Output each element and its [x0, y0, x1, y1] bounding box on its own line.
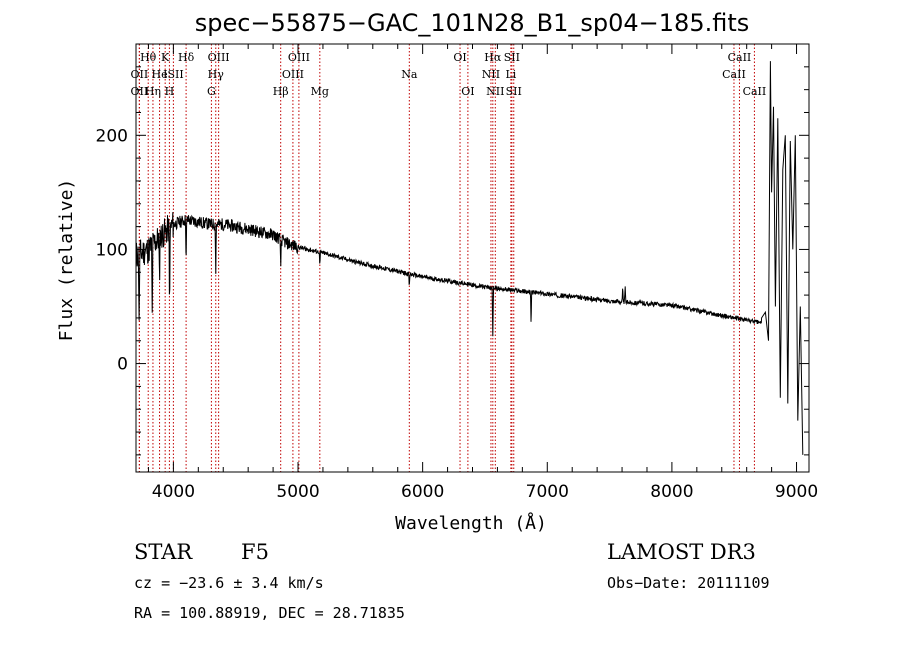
plot-frame: [135, 43, 810, 473]
radial-velocity: cz = −23.6 ± 3.4 km/s: [134, 574, 324, 592]
line-label-1: OII: [131, 68, 149, 81]
line-label-26: CaII: [722, 68, 746, 81]
line-label-11: G: [207, 85, 216, 98]
line-label-22: SII: [504, 51, 520, 64]
line-label-12: Hβ: [273, 85, 289, 98]
x-tick-label: 8000: [650, 482, 693, 502]
line-label-0: Hθ: [140, 51, 157, 64]
x-tick-label: 6000: [401, 482, 444, 502]
line-label-10: Hγ: [208, 68, 225, 81]
x-tick-label: 9000: [775, 482, 818, 502]
x-tick-label: 7000: [526, 482, 569, 502]
line-label-5: K: [161, 51, 170, 64]
spectrum-flux-line: [135, 61, 804, 455]
line-label-3: Hη: [145, 85, 161, 98]
x-axis-label: Wavelength (Å): [395, 512, 547, 534]
spectral-subclass: F5: [241, 540, 269, 564]
line-label-15: Mg: [311, 85, 329, 98]
line-label-6: H: [165, 85, 175, 98]
line-label-27: CaII: [743, 85, 767, 98]
line-label-9: OIII: [208, 51, 230, 64]
line-label-24: SII: [506, 85, 522, 98]
line-label-18: OI: [461, 85, 474, 98]
line-label-23: Li: [505, 68, 516, 81]
x-tick-label: 5000: [276, 482, 319, 502]
tick-labels: 4000 5000 6000 7000 8000 9000 0 100 200: [96, 126, 819, 502]
line-label-14: OIII: [282, 68, 304, 81]
observation-date: Obs−Date: 20111109: [607, 574, 770, 592]
y-tick-label: 200: [96, 126, 128, 146]
sky-coordinates: RA = 100.88919, DEC = 28.71835: [134, 604, 405, 622]
line-label-16: Na: [401, 68, 418, 81]
line-label-19: Hα: [484, 51, 502, 64]
line-label-8: Hδ: [178, 51, 195, 64]
line-label-13: OIII: [288, 51, 310, 64]
spectral-line-markers: [138, 44, 755, 472]
line-label-25: CaII: [728, 51, 752, 64]
line-label-17: OI: [453, 51, 466, 64]
line-label-4: He: [152, 68, 168, 81]
object-type: STAR: [134, 540, 193, 564]
line-label-20: NII: [482, 68, 500, 81]
spectrum-trace: [135, 61, 804, 455]
y-axis-label: Flux (relative): [56, 179, 77, 342]
survey-release: LAMOST DR3: [607, 540, 756, 564]
y-tick-label: 0: [117, 355, 128, 375]
x-tick-label: 4000: [152, 482, 195, 502]
axis-ticks: [136, 43, 809, 472]
line-label-2: OII: [131, 85, 149, 98]
y-tick-label: 100: [96, 240, 128, 260]
chart-title: spec−55875−GAC_101N28_B1_sp04−185.fits: [195, 9, 750, 37]
line-label-7: ISII: [163, 68, 184, 81]
line-label-21: NII: [486, 85, 504, 98]
